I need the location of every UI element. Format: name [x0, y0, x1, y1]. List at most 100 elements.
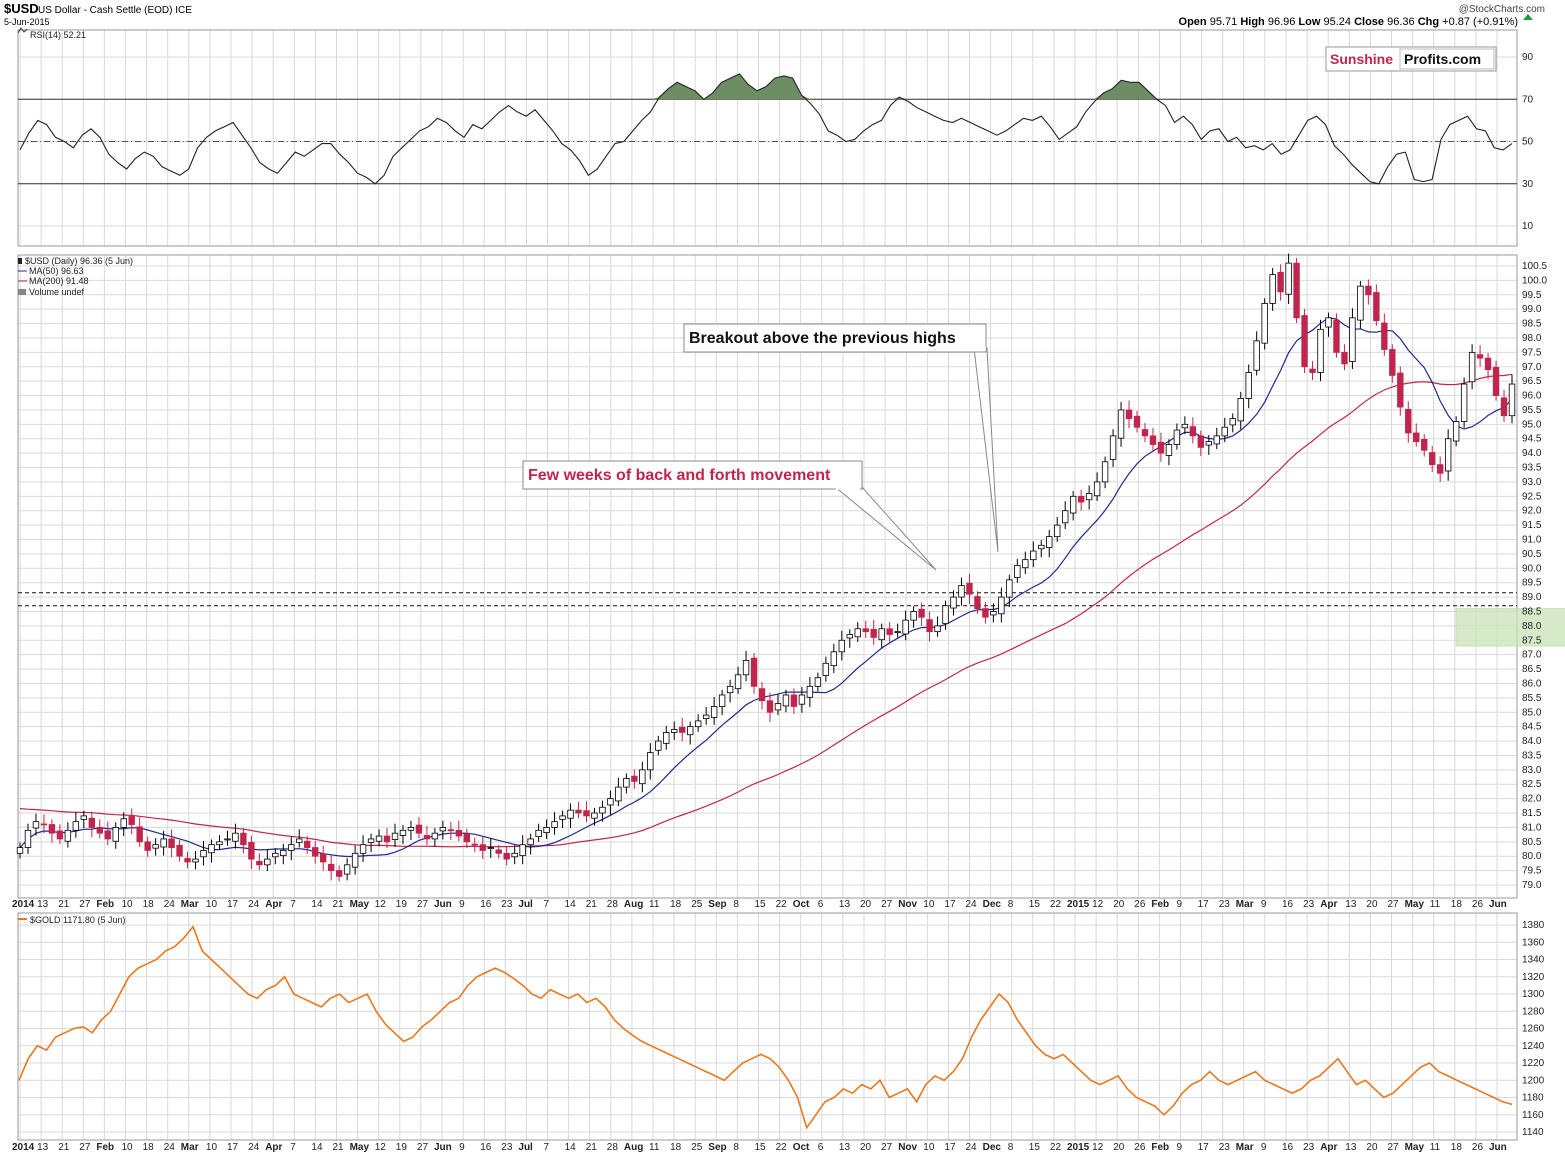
candlestick [88, 811, 96, 838]
x-tick-label: 23 [1303, 899, 1315, 910]
candlestick [1197, 430, 1205, 457]
x-tick-label: 26 [1472, 899, 1484, 910]
candlestick [1229, 413, 1236, 433]
line-icon [17, 27, 28, 34]
x-tick-label: 14 [565, 899, 577, 910]
candlestick [543, 819, 550, 839]
candlestick [32, 813, 40, 836]
price-panel [16, 253, 1565, 882]
price-tick-label: 92.5 [1522, 491, 1542, 502]
candlestick [886, 622, 893, 645]
candle-body [375, 835, 383, 842]
x-tick-label: 13 [37, 899, 49, 910]
candle-body [575, 809, 582, 814]
volume-icon [18, 289, 26, 295]
candle-body [104, 830, 111, 840]
candle-body [216, 841, 223, 846]
x-tick-label: May [350, 899, 370, 910]
price-tick-label: 85.5 [1522, 693, 1542, 704]
candlestick [1109, 429, 1117, 467]
candle-body [1309, 368, 1316, 373]
price-tick-label: 79.5 [1522, 866, 1542, 877]
gold-frame [17, 912, 1518, 1141]
candle-body [1006, 579, 1013, 598]
x-tick-label: 23 [501, 1142, 513, 1153]
candlestick [367, 833, 375, 853]
ma50-legend-text: MA(50) 96.63 [29, 266, 84, 276]
x-tick-label: 16 [1282, 899, 1294, 910]
candle-body [88, 817, 96, 828]
ma200-legend-text: MA(200) 91.48 [29, 276, 89, 286]
candle-body [1444, 438, 1452, 472]
candle-body [200, 850, 207, 858]
candle-body [1165, 444, 1173, 456]
candle-body [902, 619, 909, 635]
candle-body [1333, 319, 1340, 353]
volume-legend-text: Volume undef [29, 287, 85, 297]
candlestick [1069, 491, 1077, 521]
candlestick [327, 854, 335, 881]
candlestick [1365, 279, 1372, 305]
candle-body [1325, 317, 1332, 328]
candle-body [1197, 435, 1205, 448]
candle-body [120, 818, 127, 828]
candle-body [383, 835, 391, 843]
candle-body [16, 847, 24, 854]
candle-body [1189, 426, 1197, 437]
candlestick [942, 600, 949, 630]
candlestick [894, 623, 901, 638]
candlestick [1476, 345, 1484, 367]
candlestick [359, 835, 367, 862]
x-tick-label: 10 [122, 899, 134, 910]
candle-body [926, 619, 933, 633]
candlestick [272, 848, 279, 865]
x-tick-label: Dec [983, 899, 1002, 910]
x-tick-label: 15 [755, 899, 767, 910]
candle-body [1125, 409, 1133, 419]
x-tick-label: Apr [265, 899, 282, 910]
price-frame [17, 254, 1518, 899]
candle-body [1101, 461, 1109, 483]
candle-body [1285, 262, 1292, 295]
candlestick [1205, 435, 1213, 455]
candlestick [1421, 434, 1428, 457]
back-forth-text: Few weeks of back and forth movement [528, 467, 831, 484]
gold-legend-text: $GOLD 1171.80 (5 Jun) [30, 915, 125, 925]
candlestick [1468, 344, 1476, 390]
x-tick-label: 22 [776, 1142, 788, 1153]
gold-legend: $GOLD 1171.80 (5 Jun) [18, 915, 125, 925]
candlestick [1349, 308, 1356, 370]
candlestick [1117, 401, 1125, 447]
candle-body [782, 694, 790, 707]
x-tick-label: 17 [944, 899, 956, 910]
x-tick-label: 22 [776, 899, 788, 910]
candle-body [248, 841, 255, 860]
candle-body [399, 829, 407, 836]
candle-body [567, 809, 574, 819]
price-tick-label: 85.0 [1522, 707, 1542, 718]
candlestick [599, 800, 606, 822]
candlestick [128, 808, 135, 835]
candle-body [1245, 372, 1252, 399]
x-tick-label: 7 [544, 899, 550, 910]
candle-body [1293, 262, 1300, 319]
candle-body [742, 660, 750, 676]
candlestick [1133, 411, 1141, 433]
candle-body [838, 639, 845, 653]
price-tick-label: 95.0 [1522, 419, 1542, 430]
x-tick-label: Feb [96, 899, 114, 910]
candlestick [535, 823, 542, 842]
candlestick [647, 743, 654, 780]
candle-body [607, 798, 614, 806]
x-tick-label: 21 [586, 1142, 598, 1153]
candle-body [367, 838, 375, 843]
x-tick-label: 11 [1430, 1142, 1441, 1153]
candle-body [1349, 317, 1356, 362]
x-tick-label: 17 [227, 1142, 239, 1153]
candle-body [232, 832, 239, 842]
candlestick [1285, 253, 1292, 305]
x-tick-label: 15 [1029, 1142, 1041, 1153]
candle-body [1357, 285, 1364, 321]
ohlc-summary: Open 95.71 High 96.96 Low 95.24 Close 96… [1179, 16, 1518, 28]
x-tick-label: 6 [818, 1142, 824, 1153]
